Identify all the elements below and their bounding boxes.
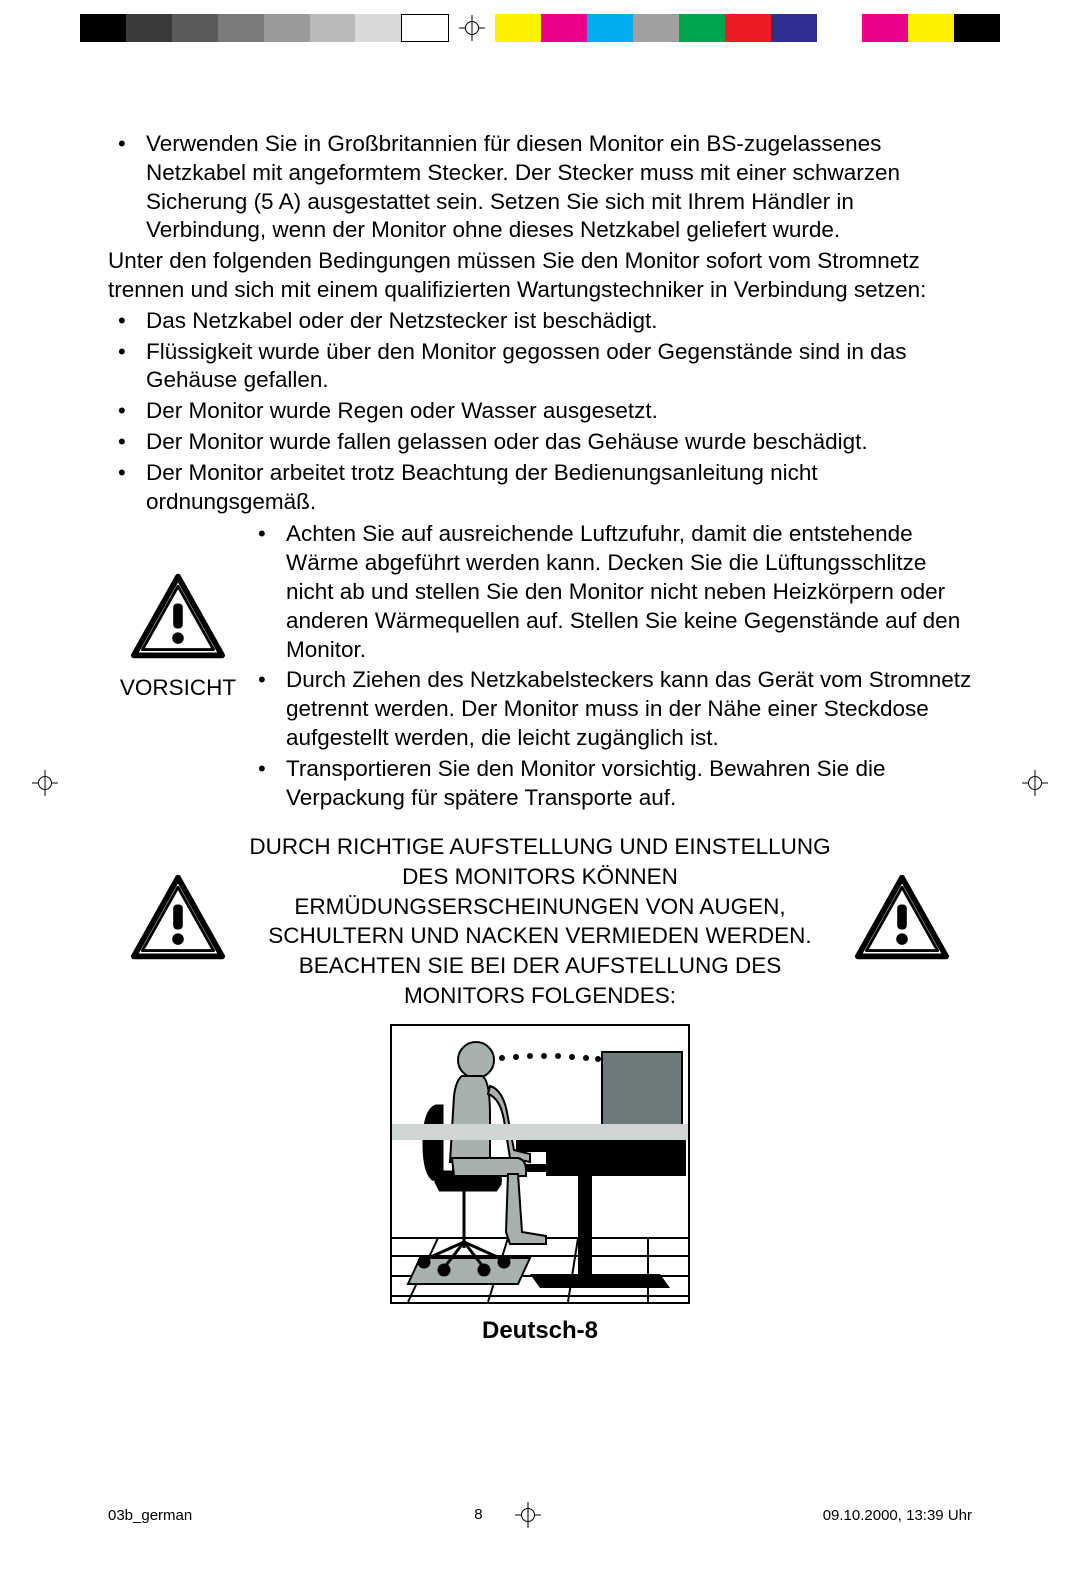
colorbar-swatch (172, 14, 218, 42)
registration-mark (1022, 770, 1048, 796)
colorbar-swatch (908, 14, 954, 42)
colorbar-swatch (126, 14, 172, 42)
registration-mark (32, 770, 58, 796)
colorbar-swatch (495, 14, 541, 42)
registration-mark (515, 1502, 541, 1528)
bullet-item: Achten Sie auf ausreichende Luftzufuhr, … (248, 520, 972, 664)
bullet-item: Das Netzkabel oder der Netzstecker ist b… (108, 307, 972, 336)
bullet-item: Flüssigkeit wurde über den Monitor gegos… (108, 338, 972, 396)
colorbar-swatch (633, 14, 679, 42)
colorbar-swatch (80, 14, 126, 42)
colorbar-swatch (218, 14, 264, 42)
colorbar-swatch (264, 14, 310, 42)
bullet-item: Transportieren Sie den Monitor vorsichti… (248, 755, 972, 813)
colorbar-swatch (310, 14, 356, 42)
print-footer: 03b_german 8 09.10.2000, 13:39 Uhr (108, 1502, 972, 1528)
colorbar-swatch (541, 14, 587, 42)
colorbar-swatch (817, 14, 863, 42)
colorbar-swatch (771, 14, 817, 42)
vorsicht-block: VORSICHT Achten Sie auf ausreichende Luf… (108, 520, 972, 814)
color-calibration-bar (80, 14, 1000, 42)
colorbar-swatch (679, 14, 725, 42)
registration-mark (459, 15, 485, 41)
ergonomics-heading-row: DURCH RICHTIGE AUFSTELLUNG UND EINSTELLU… (108, 832, 972, 1010)
page: Verwenden Sie in Großbritannien für dies… (0, 0, 1080, 1588)
colorbar-swatch (954, 14, 1000, 42)
intro-paragraph: Unter den folgenden Bedingungen müssen S… (108, 247, 972, 305)
warning-triangle-icon (130, 572, 226, 660)
ergonomics-heading: DURCH RICHTIGE AUFSTELLUNG UND EINSTELLU… (248, 832, 832, 1010)
footer-page-number: 8 (474, 1506, 482, 1523)
bullet-item: Der Monitor wurde Regen oder Wasser ausg… (108, 397, 972, 426)
bullet-item: Der Monitor arbeitet trotz Beachtung der… (108, 459, 972, 517)
colorbar-swatch (725, 14, 771, 42)
page-label: Deutsch-8 (108, 1316, 972, 1347)
colorbar-gap (449, 14, 495, 42)
bullet-list-conditions: Das Netzkabel oder der Netzstecker ist b… (108, 307, 972, 517)
bullet-list-top: Verwenden Sie in Großbritannien für dies… (108, 130, 972, 245)
ergonomic-posture-illustration (390, 1024, 690, 1304)
colorbar-swatch (862, 14, 908, 42)
colorbar-swatch (587, 14, 633, 42)
bullet-item: Verwenden Sie in Großbritannien für dies… (108, 130, 972, 245)
vorsicht-label-column: VORSICHT (108, 520, 248, 703)
content-area: Verwenden Sie in Großbritannien für dies… (108, 130, 972, 1347)
vorsicht-label: VORSICHT (108, 674, 248, 703)
bullet-list-vorsicht: Achten Sie auf ausreichende Luftzufuhr, … (248, 520, 972, 812)
colorbar-swatch (401, 14, 449, 42)
footer-left: 03b_german (108, 1507, 192, 1524)
warning-triangle-icon (854, 873, 950, 961)
bullet-item: Durch Ziehen des Netzkabelsteckers kann … (248, 666, 972, 752)
colorbar-swatch (355, 14, 401, 42)
footer-right: 09.10.2000, 13:39 Uhr (823, 1507, 972, 1524)
bullet-item: Der Monitor wurde fallen gelassen oder d… (108, 428, 972, 457)
warning-triangle-icon (130, 873, 226, 961)
